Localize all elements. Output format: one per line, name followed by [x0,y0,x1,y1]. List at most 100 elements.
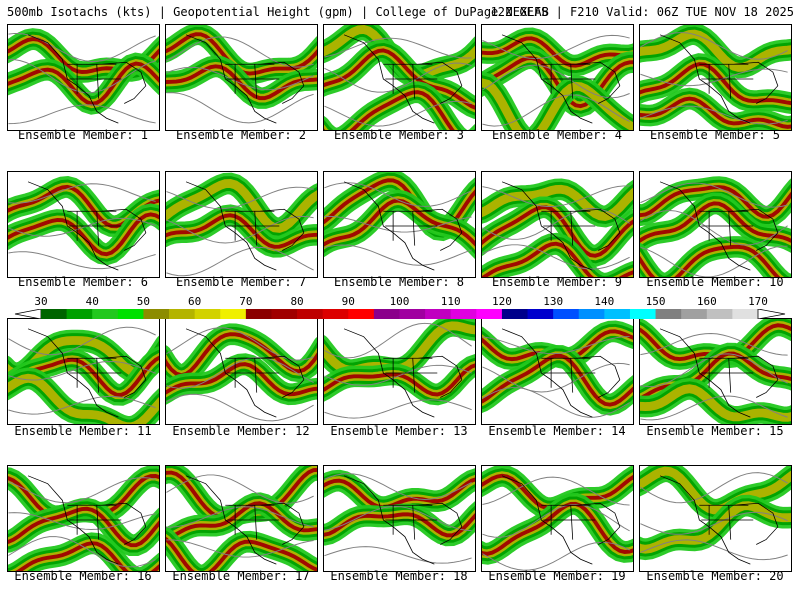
colorbar-swatch [322,309,349,319]
height-contour [8,395,156,415]
height-contour [8,59,156,94]
height-contour [640,68,788,87]
ensemble-map-10 [640,176,791,277]
colorbar-tick-label: 150 [645,295,666,308]
ensemble-member-label: Ensemble Member: 18 [330,569,468,583]
ensemble-member-label: Ensemble Member: 3 [333,128,465,142]
jet-band [640,244,781,277]
ensemble-panel-14 [481,318,634,425]
height-contour [482,476,630,506]
colorbar-swatch [66,309,93,319]
colorbar-swatch [732,309,759,319]
jet-band [166,362,317,397]
ensemble-panel-13 [323,318,476,425]
jet-band [166,536,317,571]
jet-band [482,78,633,130]
height-contour [482,387,630,418]
height-contour [166,327,314,361]
ensemble-member-label: Ensemble Member: 7 [175,275,307,289]
colorbar-swatch [501,309,529,319]
height-contour [324,399,472,419]
jet-band [640,201,791,243]
ensemble-map-11 [8,326,159,424]
height-contour [324,100,472,127]
ensemble-panel-8 [323,171,476,278]
colorbar-tick-label: 40 [85,295,99,308]
colorbar-swatch [578,309,605,319]
height-contour [640,539,788,561]
ensemble-member-label: Ensemble Member: 6 [17,275,149,289]
ensemble-map-4 [482,27,633,130]
ensemble-member-label: Ensemble Member: 16 [14,569,152,583]
height-contour [640,333,788,356]
jet-band [482,36,633,68]
jet-band [166,179,317,233]
height-contour [8,360,156,381]
height-contour [324,62,472,93]
height-contour [324,322,472,359]
height-contour [482,541,630,571]
ensemble-panel-5 [639,24,792,131]
colorbar-swatch [706,309,733,319]
height-contour [8,326,156,356]
jet-band [640,29,791,72]
ensemble-panel-15 [639,318,792,425]
ensemble-map-20 [640,466,791,565]
height-contour [324,546,472,564]
colorbar-tick-label: 140 [594,295,615,308]
colorbar-swatch [117,309,144,319]
ensemble-map-2 [166,25,317,124]
ensemble-member-label: Ensemble Member: 17 [172,569,310,583]
height-contour [640,32,788,60]
map-outline [659,328,779,418]
colorbar-tick-label: 160 [696,295,717,308]
colorbar-tick-label: 110 [440,295,461,308]
ensemble-member-label: Ensemble Member: 5 [649,128,781,142]
map-outline [501,181,621,271]
height-contour [640,511,788,535]
jet-band [640,384,791,422]
height-contour [482,244,630,270]
height-contour [324,244,472,266]
height-contour [166,92,314,124]
ensemble-map-9 [482,178,633,277]
jet-band [8,212,159,257]
height-contour [482,185,630,208]
jet-band [8,506,159,548]
map-outline [27,328,147,418]
jet-band [482,205,633,258]
ensemble-map-19 [482,466,633,571]
ensemble-member-label: Ensemble Member: 1 [17,128,149,142]
colorbar-swatch [450,309,477,319]
header-title: 500mb Isotachs (kts) | Geopotential Heig… [7,5,549,19]
jet-band [482,353,633,407]
jet-band [324,48,475,110]
map-outline [27,181,147,271]
height-contour [8,251,156,270]
colorbar-swatch [245,309,272,319]
colorbar-tick-label: 80 [290,295,304,308]
ensemble-panel-6 [7,171,160,278]
jet-band [166,64,317,101]
colorbar-swatch [373,309,400,319]
ensemble-map-13 [324,319,475,419]
colorbar-swatch [399,309,426,319]
ensemble-panel-17 [165,465,318,572]
map-outline [343,475,463,565]
height-contour [640,472,788,504]
height-contour [8,104,156,125]
height-contour [482,362,630,393]
colorbar-tick-label: 120 [491,295,512,308]
ensemble-member-label: Ensemble Member: 4 [491,128,623,142]
ensemble-member-label: Ensemble Member: 12 [172,424,310,438]
map-outline [185,328,305,418]
jet-band [324,90,455,130]
ensemble-map-3 [324,25,475,130]
ensemble-panel-11 [7,318,160,425]
colorbar-swatch [169,309,196,319]
colorbar-swatch [271,309,298,319]
ensemble-map-1 [8,28,159,125]
colorbar-swatch [604,309,631,319]
jet-band [15,541,159,571]
ensemble-panel-3 [323,24,476,131]
